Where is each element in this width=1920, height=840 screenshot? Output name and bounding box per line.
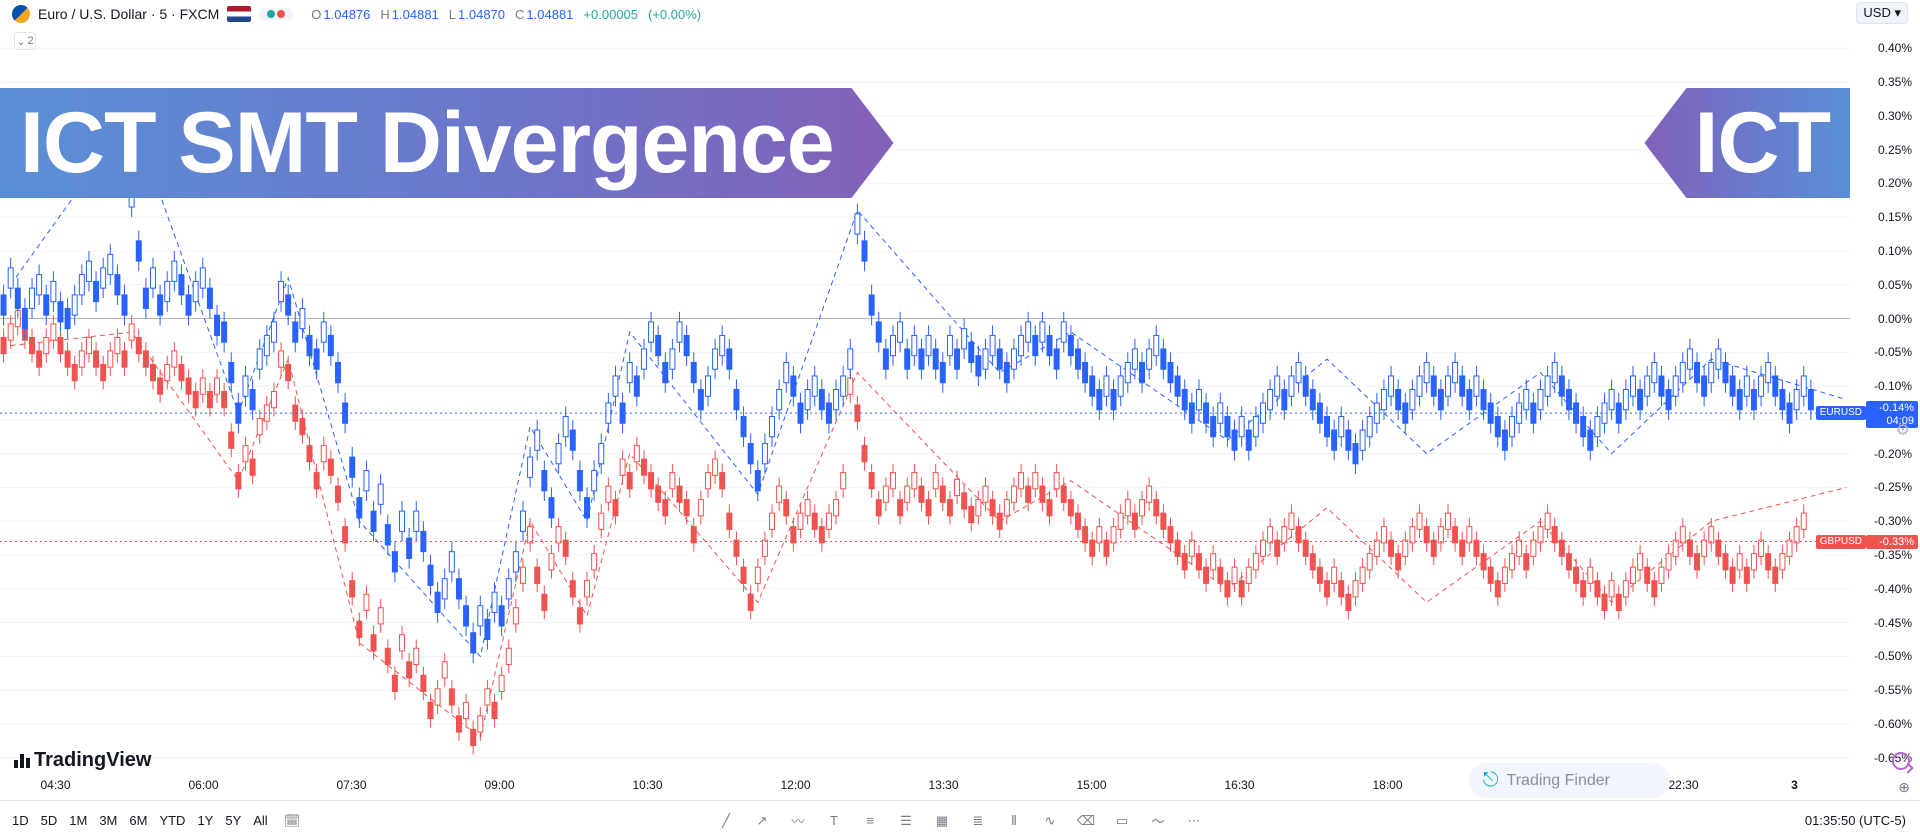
range-ytd[interactable]: YTD (159, 813, 185, 828)
ohlc-high: 1.04881 (392, 7, 439, 22)
tool-fib-icon[interactable]: ≣ (968, 811, 988, 831)
x-tick: 3 (1791, 778, 1798, 792)
y-tick: -0.60% (1874, 717, 1912, 731)
x-tick: 10:30 (632, 778, 662, 792)
tool-rect-icon[interactable]: ▭ (1112, 811, 1132, 831)
y-tick: 0.40% (1878, 41, 1912, 55)
y-tick: -0.50% (1874, 649, 1912, 663)
x-tick: 15:00 (1076, 778, 1106, 792)
tool-hline-icon[interactable]: ≡ (860, 811, 880, 831)
range-3m[interactable]: 3M (99, 813, 117, 828)
y-tick: 0.30% (1878, 109, 1912, 123)
axis-settings-icon[interactable]: ⚙ (1896, 420, 1910, 440)
tool-line-icon[interactable]: ╱ (716, 811, 736, 831)
change-abs: +0.00005 (583, 7, 638, 22)
x-tick: 09:00 (484, 778, 514, 792)
chart-header: Euro / U.S. Dollar · 5 · FXCM O1.04876 H… (0, 0, 1920, 28)
symbol-tag-gbpusd: GBPUSD (1816, 535, 1866, 549)
x-tick: 07:30 (336, 778, 366, 792)
tool-levels-icon[interactable]: ☰ (896, 811, 916, 831)
y-tick: -0.55% (1874, 683, 1912, 697)
y-axis[interactable]: -0.65%-0.60%-0.55%-0.50%-0.45%-0.40%-0.3… (1850, 28, 1920, 778)
range-1m[interactable]: 1M (69, 813, 87, 828)
tool-wave-icon[interactable]: 〜 (1148, 811, 1168, 831)
currency-select[interactable]: USD ▾ (1856, 2, 1908, 24)
y-tick: -0.30% (1874, 514, 1912, 528)
x-tick: 04:30 (40, 778, 70, 792)
symbol-tag-eurusd: EURUSD (1816, 406, 1866, 420)
range-1y[interactable]: 1Y (197, 813, 213, 828)
goto-date-icon[interactable]: ⊕ (1898, 779, 1910, 796)
x-tick: 12:00 (780, 778, 810, 792)
range-5d[interactable]: 5D (41, 813, 58, 828)
x-tick: 18:00 (1372, 778, 1402, 792)
ohlc-close: 1.04881 (526, 7, 573, 22)
tool-text-icon[interactable]: T (824, 811, 844, 831)
range-1d[interactable]: 1D (12, 813, 29, 828)
tool-curve-icon[interactable]: ∿ (1040, 811, 1060, 831)
x-tick: 16:30 (1224, 778, 1254, 792)
range-6m[interactable]: 6M (129, 813, 147, 828)
dot-green-icon (267, 10, 275, 18)
title-banner-left: ICT SMT Divergence (0, 88, 894, 198)
x-tick: 06:00 (188, 778, 218, 792)
y-tick: 0.10% (1878, 244, 1912, 258)
range-buttons: 1D 5D 1M 3M 6M YTD 1Y 5Y All (12, 813, 268, 828)
y-tick: -0.20% (1874, 447, 1912, 461)
y-tick: 0.25% (1878, 143, 1912, 157)
y-tick: -0.35% (1874, 548, 1912, 562)
x-tick: 22:30 (1668, 778, 1698, 792)
drawing-tool-tray: ╱ ↗ 〰 T ≡ ☰ ▦ ≣ ⫴ ∿ ⌫ ▭ 〜 ⋯ (716, 811, 1204, 831)
y-tick: -0.05% (1874, 345, 1912, 359)
tool-more-icon[interactable]: ⋯ (1184, 811, 1204, 831)
range-5y[interactable]: 5Y (225, 813, 241, 828)
tool-trend-icon[interactable]: ↗ (752, 811, 772, 831)
ohlc-readout: O1.04876 H1.04881 L1.04870 C1.04881 +0.0… (311, 7, 701, 22)
range-all[interactable]: All (253, 813, 267, 828)
y-tick: -0.45% (1874, 616, 1912, 630)
y-tick: 0.15% (1878, 210, 1912, 224)
y-tick: -0.25% (1874, 480, 1912, 494)
title-banner-right: ICT (1644, 88, 1850, 198)
ohlc-low: 1.04870 (458, 7, 505, 22)
symbol-icon (12, 5, 30, 23)
calendar-icon[interactable]: 🗓 (284, 813, 301, 829)
y-tick: -0.10% (1874, 379, 1912, 393)
snapshot-icon[interactable] (1892, 752, 1910, 770)
flag-icon (227, 6, 251, 22)
y-tick: -0.40% (1874, 582, 1912, 596)
bottom-toolbar: 1D 5D 1M 3M 6M YTD 1Y 5Y All 🗓 ╱ ↗ 〰 T ≡ ☰ ▦ ≣ ⫴ ∿ ⌫ ▭ 〜 ⋯ 01… (0, 800, 1920, 840)
change-pct: (+0.00%) (648, 7, 701, 22)
session-dots[interactable] (259, 8, 293, 20)
y-tick: 0.05% (1878, 278, 1912, 292)
tradingfinder-logo: ⎋ Trading Finder (1469, 763, 1670, 798)
tradingview-logo: TradingView (14, 749, 151, 772)
ohlc-open: 1.04876 (323, 7, 370, 22)
tool-pattern-icon[interactable]: ⫴ (1004, 811, 1024, 831)
clock-readout[interactable]: 01:35:50 (UTC-5) (1805, 813, 1906, 828)
tv-bars-icon (14, 754, 30, 768)
price-tag-eurusd: -0.14%04:09 (1866, 401, 1918, 428)
price-tag-gbpusd: -0.33% (1866, 535, 1918, 550)
dot-pink-icon (277, 10, 285, 18)
symbol-name[interactable]: Euro / U.S. Dollar · 5 · FXCM (38, 6, 219, 22)
y-tick: 0.35% (1878, 75, 1912, 89)
tf-icon: ⎋ (1483, 769, 1499, 792)
y-tick: 0.20% (1878, 176, 1912, 190)
tool-eraser-icon[interactable]: ⌫ (1076, 811, 1096, 831)
y-tick: 0.00% (1878, 312, 1912, 326)
x-tick: 13:30 (928, 778, 958, 792)
tool-brush-icon[interactable]: 〰 (788, 811, 808, 831)
tool-grid-icon[interactable]: ▦ (932, 811, 952, 831)
